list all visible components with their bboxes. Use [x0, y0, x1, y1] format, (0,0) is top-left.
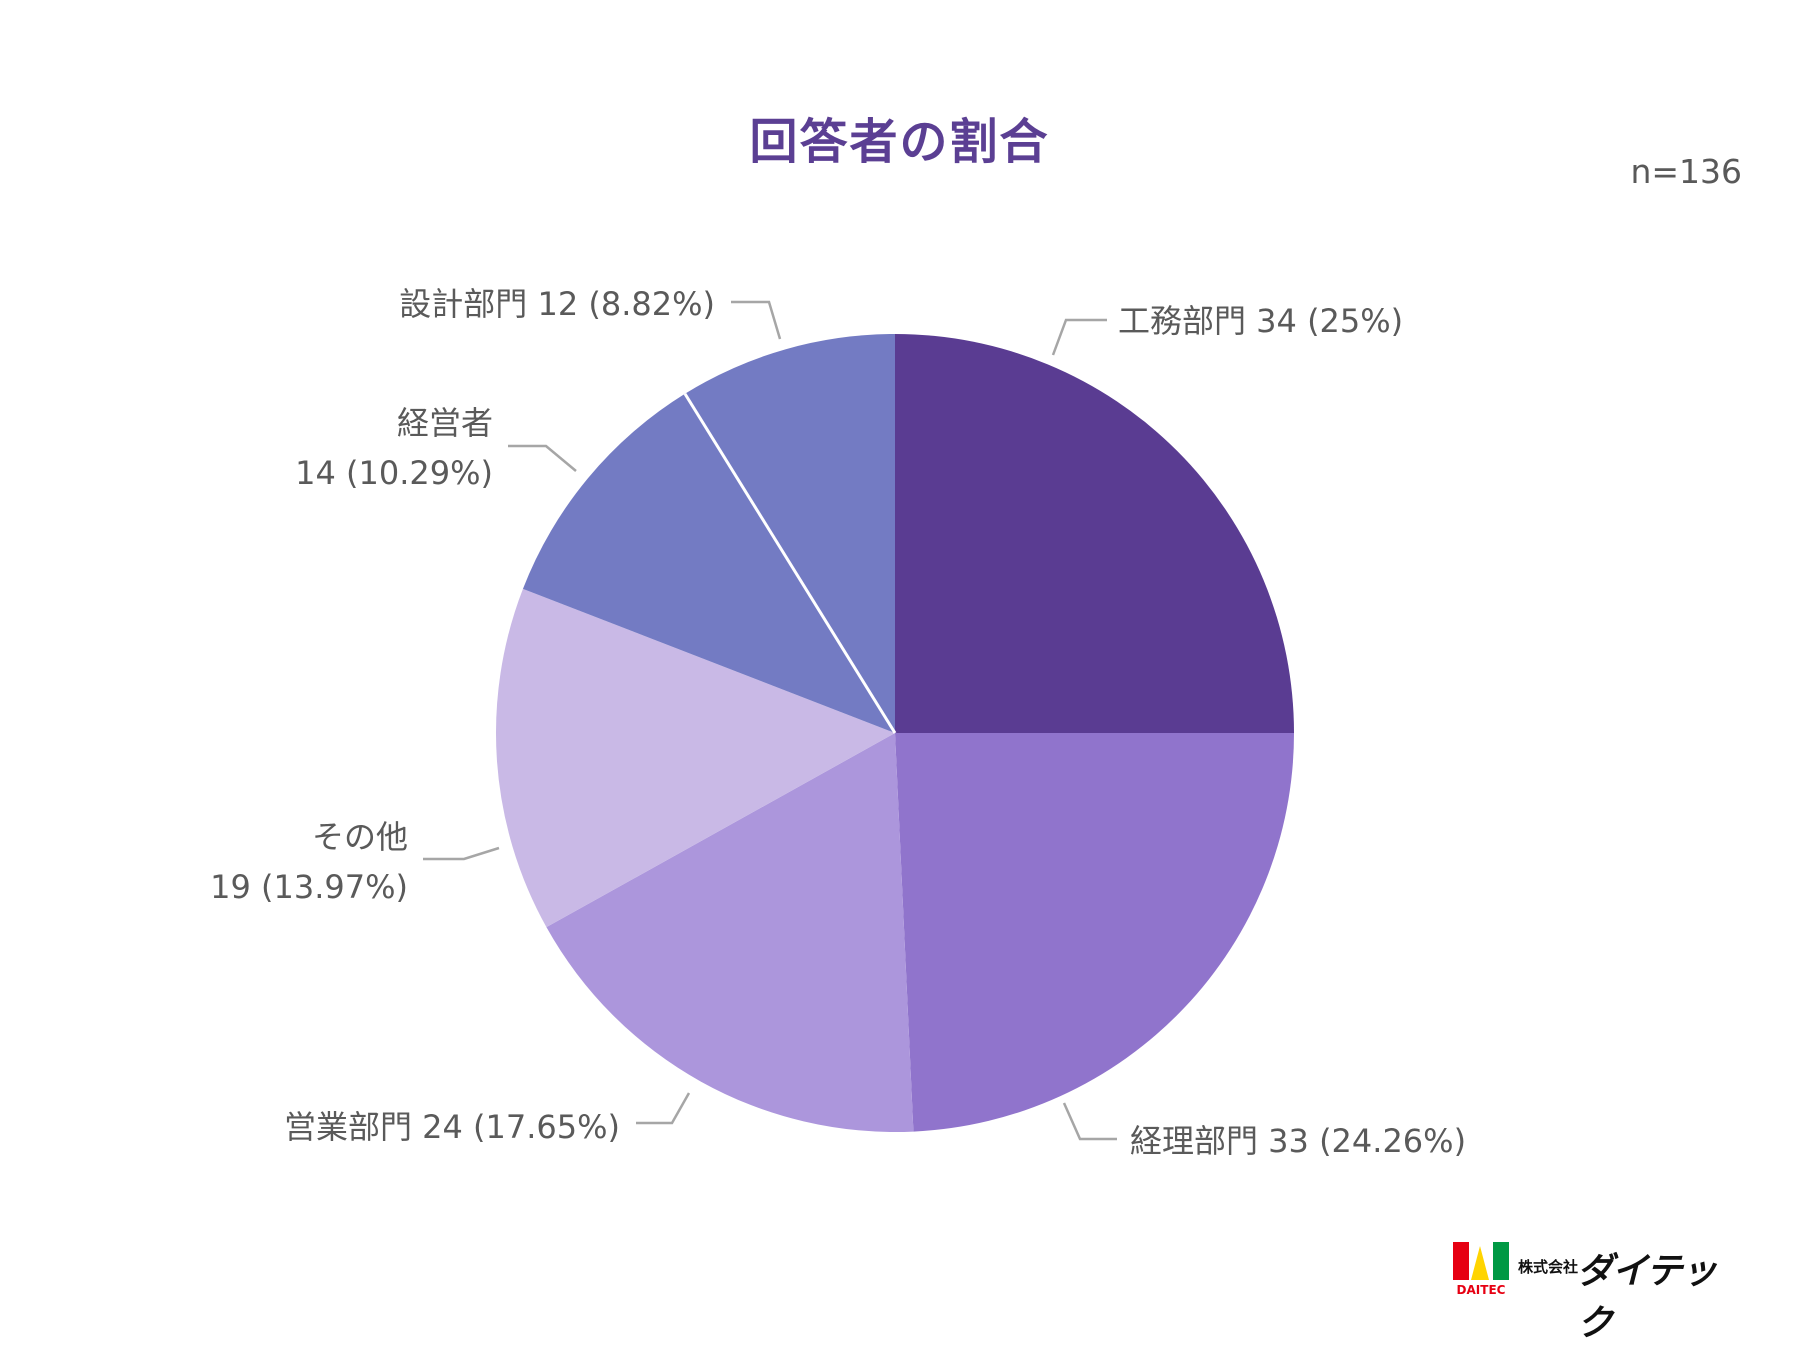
leader-line-2	[636, 1092, 691, 1125]
chart-title: 回答者の割合	[749, 114, 1050, 170]
pie-slice-5	[684, 334, 895, 733]
leader-line-5	[731, 300, 782, 340]
logo-mark-text: DAITEC	[1456, 1283, 1506, 1297]
logo-brand-text: ダイテック	[1577, 1251, 1717, 1344]
slice-label-3: その他 19 (13.97%)	[150, 812, 408, 912]
slice-label-4-value: 14 (10.29%)	[295, 454, 493, 492]
pie-slice-3	[495, 588, 895, 928]
slice-label-1: 経理部門 33 (24.26%)	[1130, 1122, 1467, 1160]
logo-corp-text: 株式会社	[1518, 1258, 1579, 1276]
sample-size: n=136	[1630, 152, 1742, 191]
pie-slice-1	[895, 733, 1294, 1132]
leader-line-0	[1051, 318, 1107, 356]
slice-label-3-value: 19 (13.97%)	[210, 868, 408, 906]
slice-label-5: 設計部門 12 (8.82%)	[399, 285, 715, 323]
slice-label-2: 営業部門 24 (17.65%)	[283, 1108, 620, 1146]
slice-label-0: 工務部門 34 (25%)	[1118, 302, 1404, 340]
pie-slice-0	[895, 334, 1294, 733]
slice-label-4: 経営者 14 (10.29%)	[240, 398, 493, 498]
pie-slice-4	[522, 393, 895, 733]
pie-slice-2	[546, 733, 914, 1132]
slice-label-4-name: 経営者	[396, 404, 493, 442]
leader-line-1	[1062, 1102, 1117, 1141]
slice-separator	[683, 392, 897, 734]
leader-line-3	[423, 846, 500, 861]
leader-line-4	[508, 444, 577, 472]
slice-label-3-name: その他	[311, 818, 408, 856]
daitec-mark-icon	[1453, 1242, 1509, 1280]
company-logo: DAITEC 株式会社 ダイテック	[1453, 1238, 1743, 1344]
